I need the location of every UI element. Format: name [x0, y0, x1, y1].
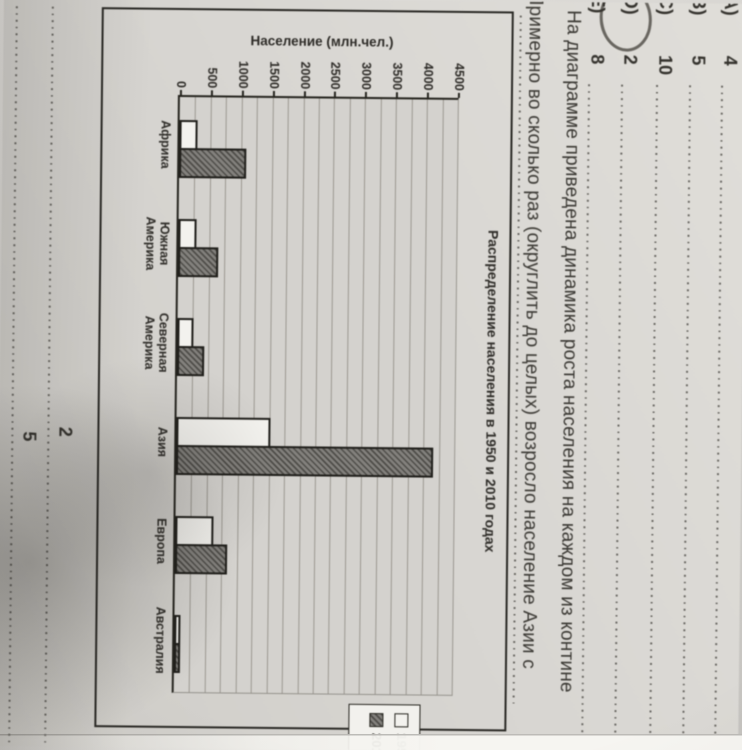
gridline	[405, 99, 413, 695]
answer-options-list: А) 4 В) 5 С) 10 D) 2 Е) 8	[580, 0, 742, 750]
stray-answer-number: 2	[55, 426, 76, 437]
y-tick-label: 2500	[328, 61, 343, 90]
category-axis-labels: Африка Южная Америка Северная Америка Азия Евр…	[142, 13, 511, 729]
gridline	[420, 99, 428, 695]
bar-2010-1	[179, 147, 247, 179]
gridline	[343, 98, 351, 694]
y-tick-label: 0	[173, 80, 189, 89]
option-letter: В)	[688, 0, 709, 16]
category-label: Австралия	[153, 591, 168, 690]
y-tick-label: 1000	[235, 60, 251, 89]
gridline	[266, 97, 274, 693]
gridline	[250, 97, 259, 693]
category-label: Северная Америка	[142, 293, 171, 392]
category-label-line: Южная	[157, 221, 172, 266]
gridline	[358, 98, 367, 694]
gridline	[219, 97, 228, 693]
gridline	[235, 97, 243, 693]
y-tick-label: 4000	[421, 62, 436, 91]
gridline	[374, 99, 382, 695]
question-text-line-2: Примерно во сколько раз (округлить до це…	[517, 0, 547, 670]
option-value: 2	[620, 54, 641, 65]
chart-frame: Распределение населения в 1950 и 2010 го…	[94, 7, 514, 750]
gridline	[204, 97, 212, 693]
gridline	[389, 99, 398, 695]
option-value: 5	[688, 55, 709, 66]
category-label-line: Австралия	[152, 606, 168, 674]
chart-title: Распределение населения в 1950 и 2010 го…	[482, 229, 502, 553]
gridline	[451, 99, 459, 695]
category-label-line: Европа	[154, 518, 169, 565]
category-label: Африка	[158, 95, 173, 194]
category-label-line: Азия	[155, 426, 170, 458]
bar-1950-6	[174, 615, 181, 646]
paper-edge-highlight	[0, 734, 742, 750]
option-letter: С)	[655, 0, 676, 16]
category-label-line: Америка	[142, 315, 157, 370]
gridline	[436, 99, 444, 695]
gridline	[297, 98, 305, 694]
bar-2010-6	[173, 643, 181, 674]
bar-2010-3	[176, 345, 205, 377]
category-label: Европа	[154, 491, 169, 590]
bar-1950-5	[175, 516, 214, 547]
plot-area	[171, 94, 459, 696]
bar-1950-1	[179, 119, 198, 150]
option-value: 10	[655, 54, 676, 76]
bar-2010-5	[174, 544, 228, 575]
stray-answer-number: 5	[19, 431, 40, 442]
bar-2010-2	[178, 246, 219, 278]
bar-1950-2	[178, 218, 197, 249]
option-letter: А)	[720, 0, 741, 16]
gridline	[312, 98, 320, 694]
option-letter: Е)	[587, 0, 608, 14]
y-tick-label: 2000	[297, 61, 312, 90]
bar-1950-4	[176, 417, 271, 449]
category-label: Южная Америка	[143, 194, 172, 293]
legend-swatch-2010	[369, 713, 384, 728]
option-value: 4	[720, 55, 741, 66]
category-label-line: Северная	[156, 312, 171, 373]
legend-swatch-1950	[394, 713, 409, 728]
category-label: Азия	[155, 392, 170, 491]
y-axis-tick-labels: 0 500 1000 1500 2000 2500 3000 3500 4000 4500	[174, 13, 511, 729]
bar-2010-4	[175, 445, 434, 478]
y-tick-label: 4500	[451, 63, 467, 91]
bar-1950-3	[177, 317, 194, 349]
y-tick-label: 1500	[266, 61, 281, 90]
category-label-line: Африка	[158, 120, 173, 169]
bottom-dotted-line	[44, 6, 54, 747]
gridline	[189, 97, 197, 693]
option-value: 8	[587, 54, 608, 65]
y-tick-label: 500	[204, 67, 220, 89]
gridline	[328, 98, 336, 694]
gridline	[281, 98, 290, 694]
category-label-line: Америка	[143, 216, 158, 271]
y-tick-label: 3000	[359, 62, 374, 91]
y-axis-title: Население (млн.чел.)	[250, 33, 394, 50]
y-tick-label: 3500	[390, 62, 405, 91]
bottom-dotted-line	[8, 6, 18, 747]
